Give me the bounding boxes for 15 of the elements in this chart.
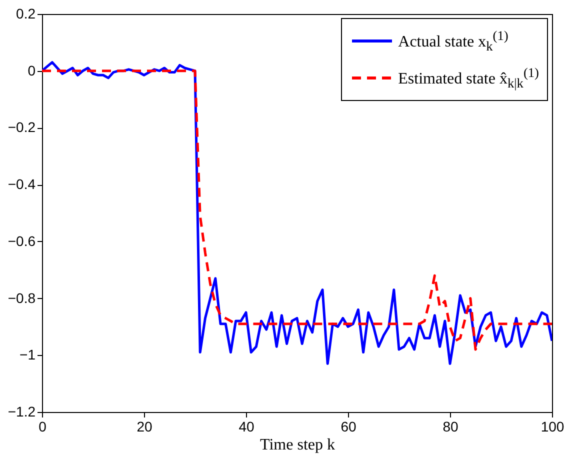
x-tick-label: 20 [136, 418, 152, 434]
x-tick-label: 100 [540, 418, 564, 434]
y-tick-label: 0 [28, 62, 36, 78]
y-tick-label: −1 [20, 346, 36, 363]
y-tick-label: −0.8 [8, 290, 36, 306]
x-tick-label: 40 [238, 418, 254, 434]
x-tick-label: 60 [340, 418, 356, 434]
y-tick-label: −1.2 [8, 404, 36, 420]
x-tick-label: 80 [442, 418, 458, 434]
y-tick-label: 0.2 [16, 6, 36, 22]
x-tick-label: 0 [38, 418, 47, 434]
y-tick-label: −0.2 [8, 119, 36, 136]
x-axis-title: Time step k [260, 436, 335, 454]
y-tick-label: −0.6 [8, 232, 36, 249]
y-tick-label: −0.4 [8, 176, 36, 192]
